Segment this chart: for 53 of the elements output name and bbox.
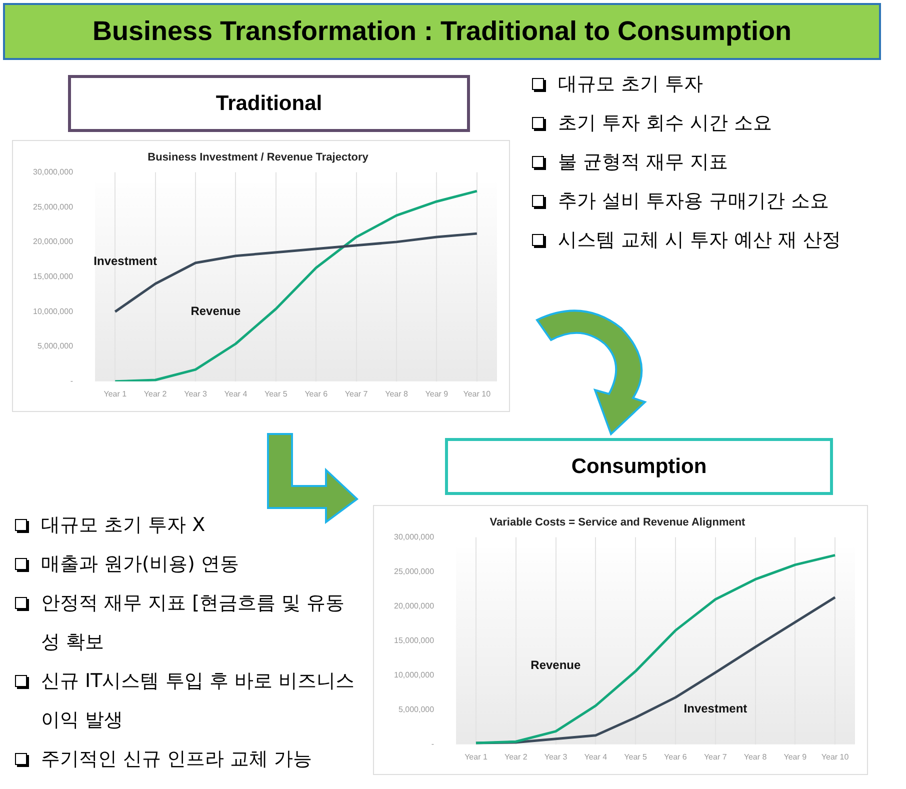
- x-tick-label: Year 10: [463, 389, 492, 398]
- x-tick-label: Year 8: [744, 752, 768, 762]
- chart-title: Business Investment / Revenue Trajectory: [148, 152, 370, 164]
- text: 대규모 초기 투자: [558, 73, 704, 95]
- text: 불 균형적 재무 지표: [558, 151, 728, 173]
- x-tick-label: Year 2: [144, 389, 168, 398]
- text: Consumption: [445, 438, 833, 495]
- text: 안정적 재무 지표 [현금흐름 및 유동성 확보: [41, 592, 345, 653]
- x-tick-label: Year 7: [704, 752, 728, 762]
- text: 추가 설비 투자용 구매기간 소요: [558, 190, 830, 212]
- x-tick-label: Year 5: [264, 389, 288, 398]
- x-tick-label: Year 1: [104, 389, 128, 398]
- text: Revenue: [530, 658, 582, 672]
- x-tick-label: Year 5: [624, 752, 648, 762]
- x-tick-label: Year 1: [464, 752, 488, 762]
- text: 신규 IT시스템 투입 후 바로 비즈니스 이익 발생: [41, 670, 354, 731]
- y-tick-label: 20,000,000: [32, 237, 74, 246]
- x-tick-label: Year 3: [544, 752, 568, 762]
- text: 주기적인 신규 인프라 교체 가능: [41, 748, 312, 770]
- x-tick-label: Year 6: [664, 752, 688, 762]
- x-tick-label: Year 7: [344, 389, 368, 398]
- y-tick-label: 30,000,000: [32, 167, 74, 176]
- x-tick-label: Year 6: [304, 389, 328, 398]
- y-tick-label: 10,000,000: [394, 670, 435, 680]
- y-tick-label: -: [431, 740, 434, 749]
- x-tick-label: Year 4: [224, 389, 248, 398]
- x-tick-label: Year 2: [504, 752, 528, 762]
- series-label: Investment: [684, 702, 748, 716]
- text: 초기 투자 회수 시간 소요: [558, 112, 772, 134]
- y-tick-label: 10,000,000: [32, 306, 74, 316]
- x-tick-label: Year 9: [784, 752, 808, 762]
- text: Traditional: [68, 75, 470, 132]
- text: 시스템 교체 시 투자 예산 재 산정: [558, 229, 842, 251]
- y-tick-label: 5,000,000: [398, 705, 435, 714]
- y-tick-label: 20,000,000: [394, 601, 435, 610]
- y-tick-label: 15,000,000: [32, 272, 74, 282]
- y-tick-label: 25,000,000: [394, 566, 435, 576]
- text: Business Transformation : Traditional to Consumption: [3, 3, 881, 60]
- y-tick-label: -: [70, 376, 74, 386]
- x-tick-label: Year 9: [425, 389, 449, 398]
- y-tick-label: 15,000,000: [394, 636, 435, 646]
- series-label: Investment: [94, 254, 158, 268]
- y-tick-label: 30,000,000: [394, 532, 435, 542]
- y-tick-label: 25,000,000: [32, 202, 74, 212]
- x-tick-label: Year 8: [385, 389, 408, 398]
- x-tick-label: Year 4: [584, 752, 608, 762]
- y-tick-label: 5,000,000: [37, 342, 74, 351]
- series-label: Revenue: [190, 304, 242, 318]
- x-tick-label: Year 3: [184, 389, 208, 398]
- x-tick-label: Year 10: [821, 752, 850, 762]
- text: 대규모 초기 투자 X: [41, 514, 206, 536]
- chart-title: Variable Costs = Service and Revenue Alignment: [490, 516, 746, 529]
- text: 매출과 원가(비용) 연동: [41, 553, 239, 575]
